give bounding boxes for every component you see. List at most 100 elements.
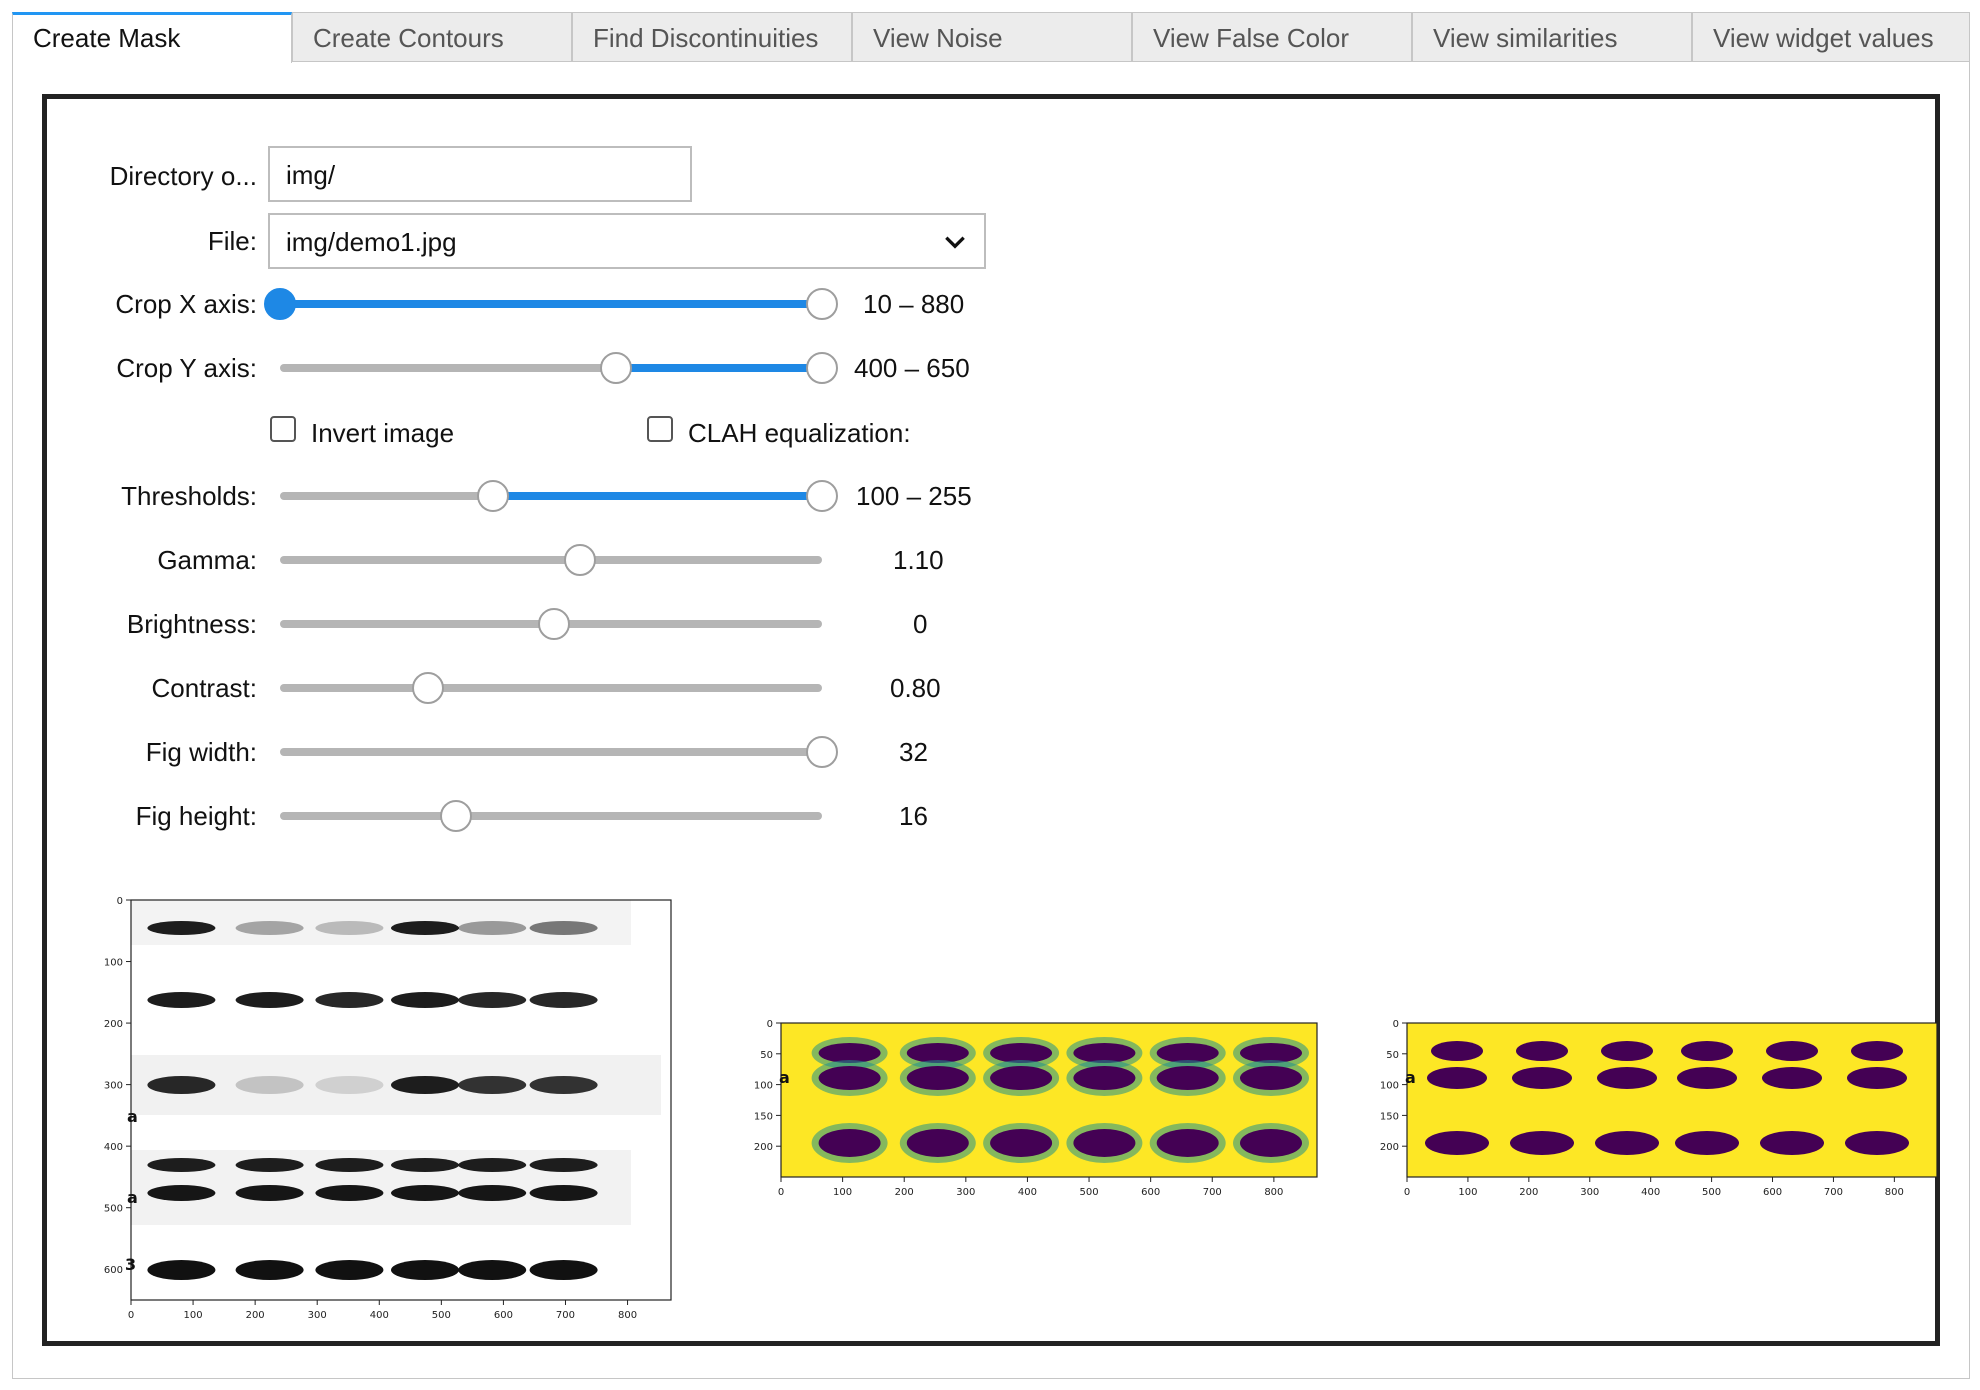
- false-color-band: [1240, 1129, 1302, 1157]
- tab-create-mask[interactable]: Create Mask: [12, 12, 292, 63]
- gamma-track: [280, 556, 822, 564]
- crop-y-low-handle[interactable]: [600, 352, 632, 384]
- false-color-band: [1240, 1043, 1302, 1063]
- blot-band: [147, 1185, 216, 1201]
- blot-band: [315, 1260, 384, 1280]
- x-tick-label: 300: [1580, 1187, 1599, 1198]
- crop-x-high-handle[interactable]: [806, 288, 838, 320]
- blot-band: [147, 1076, 216, 1094]
- blot-band: [529, 921, 598, 935]
- false-color-band: [1073, 1043, 1136, 1063]
- y-tick-label: 150: [1380, 1111, 1399, 1122]
- edge-label: a: [1405, 1068, 1416, 1087]
- crop-y-readout: 400 – 650: [854, 353, 970, 383]
- invert-image-checkbox[interactable]: [270, 416, 296, 442]
- thresholds-fill: [493, 492, 822, 500]
- brightness-slider[interactable]: [280, 604, 822, 644]
- crop-x-label: Crop X axis:: [115, 289, 257, 319]
- tab-find-discontinuities[interactable]: Find Discontinuities: [572, 12, 852, 62]
- brightness-label: Brightness:: [126, 609, 257, 639]
- false-color-band: [990, 1066, 1053, 1090]
- false-color-canvas: 0 100 200 300 400 500 600 700 800 0 50 100 150 200 a: [754, 1019, 1318, 1198]
- false-color-band: [818, 1066, 881, 1090]
- false-color-band: [1240, 1066, 1302, 1090]
- y-tick-label: 100: [1380, 1081, 1399, 1092]
- crop-y-slider[interactable]: [280, 348, 838, 388]
- mask-band: [1675, 1131, 1739, 1155]
- fig-height-handle[interactable]: [440, 800, 472, 832]
- contrast-slider[interactable]: [280, 668, 822, 708]
- x-tick-label: 700: [1203, 1187, 1222, 1198]
- blot-band: [458, 1185, 527, 1201]
- tab-view-false-color[interactable]: View False Color: [1132, 12, 1412, 62]
- blot-band: [529, 1158, 598, 1172]
- file-select-value: img/demo1.jpg: [286, 227, 457, 257]
- blot-band: [529, 1185, 598, 1201]
- thresholds-low-handle[interactable]: [477, 480, 509, 512]
- x-tick-label: 500: [1079, 1187, 1098, 1198]
- x-tick-label: 500: [1702, 1187, 1721, 1198]
- false-color-band: [1073, 1066, 1136, 1090]
- y-tick-label: 0: [1393, 1019, 1399, 1030]
- blot-band: [147, 921, 216, 935]
- crop-y-high-handle[interactable]: [806, 352, 838, 384]
- blot-band: [315, 921, 384, 935]
- crop-y-track: [280, 364, 822, 372]
- crop-x-slider[interactable]: [264, 284, 838, 324]
- x-tick-label: 300: [956, 1187, 975, 1198]
- tab-view-similarities[interactable]: View similarities: [1412, 12, 1692, 62]
- file-select[interactable]: img/demo1.jpg: [268, 213, 986, 269]
- y-tick-label: 200: [1380, 1142, 1399, 1153]
- gamma-handle[interactable]: [564, 544, 596, 576]
- blot-band: [235, 921, 304, 935]
- crop-x-readout: 10 – 880: [863, 289, 965, 319]
- file-label: File:: [207, 226, 257, 256]
- gamma-slider[interactable]: [280, 540, 822, 580]
- x-tick-label: 0: [128, 1310, 134, 1321]
- contrast-readout: 0.80: [890, 673, 941, 703]
- thresholds-readout: 100 – 255: [856, 481, 972, 511]
- contrast-track: [280, 684, 822, 692]
- mask-band: [1601, 1041, 1653, 1061]
- blot-band: [391, 1260, 459, 1280]
- thresholds-high-handle[interactable]: [806, 480, 838, 512]
- directory-label: Directory o...: [109, 161, 257, 191]
- clah-equalization-checkbox[interactable]: [647, 416, 673, 442]
- x-tick-label: 0: [1404, 1187, 1410, 1198]
- crop-y-label: Crop Y axis:: [116, 353, 257, 383]
- gamma-readout: 1.10: [893, 545, 944, 575]
- thresholds-slider[interactable]: [280, 476, 838, 516]
- mask-band: [1845, 1131, 1909, 1155]
- x-tick-label: 200: [1519, 1187, 1538, 1198]
- x-tick-label: 700: [1824, 1187, 1843, 1198]
- tab-create-contours[interactable]: Create Contours: [292, 12, 572, 62]
- blot-band: [235, 1260, 304, 1280]
- blot-band: [391, 1185, 459, 1201]
- y-tick-label: 150: [754, 1111, 773, 1122]
- false-color-band: [906, 1129, 969, 1157]
- directory-input[interactable]: img/: [268, 146, 692, 202]
- blot-band: [391, 921, 459, 935]
- blot-band: [391, 1158, 459, 1172]
- fig-width-slider[interactable]: [280, 732, 838, 772]
- brightness-handle[interactable]: [538, 608, 570, 640]
- contrast-handle[interactable]: [412, 672, 444, 704]
- fig-height-slider[interactable]: [280, 796, 822, 836]
- tab-view-noise[interactable]: View Noise: [852, 12, 1132, 62]
- tab-view-widget-values[interactable]: View widget values: [1692, 12, 1970, 62]
- plot-frame: [130, 899, 672, 1301]
- mask-band: [1597, 1067, 1657, 1089]
- x-tick-label: 800: [618, 1310, 637, 1321]
- y-tick-label: 50: [760, 1050, 773, 1061]
- blot-band: [458, 1076, 527, 1094]
- crop-x-low-handle[interactable]: [264, 288, 296, 320]
- original-image-plot: 0 100 200 300 400 500 600 700 800 0 100 200 300 400 50…: [75, 894, 675, 1334]
- mask-band: [1760, 1131, 1824, 1155]
- mask-band: [1851, 1041, 1903, 1061]
- fig-width-handle[interactable]: [806, 736, 838, 768]
- false-color-band: [906, 1043, 969, 1063]
- blot-band: [458, 1260, 527, 1280]
- brightness-readout: 0: [913, 609, 928, 639]
- invert-image-label: Invert image: [311, 418, 455, 448]
- x-tick-label: 400: [370, 1310, 389, 1321]
